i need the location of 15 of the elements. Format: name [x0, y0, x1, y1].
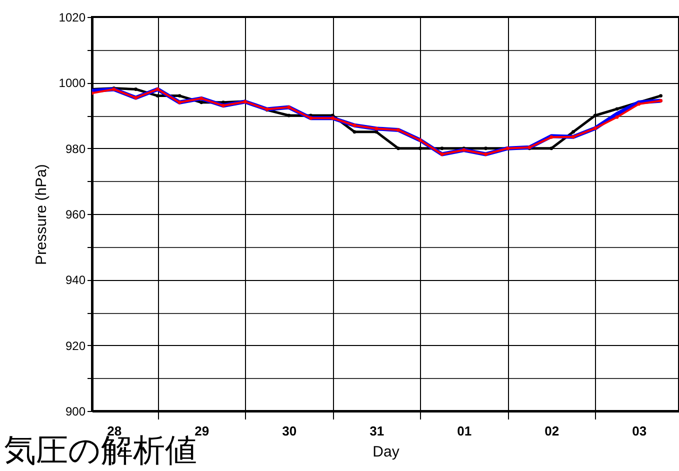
- x-tick-label: 29: [194, 424, 210, 438]
- x-tick-label: 03: [632, 424, 647, 438]
- y-tick-label: 900: [65, 404, 86, 418]
- y-tick-label: 1000: [58, 76, 86, 90]
- x-tick-label: 01: [457, 424, 472, 438]
- y-tick-label: 1020: [58, 10, 86, 24]
- y-axis-title: Pressure (hPa): [32, 164, 50, 265]
- y-tick-label: 960: [65, 208, 86, 222]
- x-tick-label: 02: [544, 424, 560, 438]
- x-tick-label: 30: [282, 424, 297, 438]
- x-tick-label: 31: [370, 424, 384, 438]
- y-tick-label: 920: [65, 338, 86, 353]
- y-tick-label: 940: [65, 273, 86, 288]
- x-axis-title: Day: [372, 444, 400, 460]
- y-tick-label: 980: [65, 142, 86, 156]
